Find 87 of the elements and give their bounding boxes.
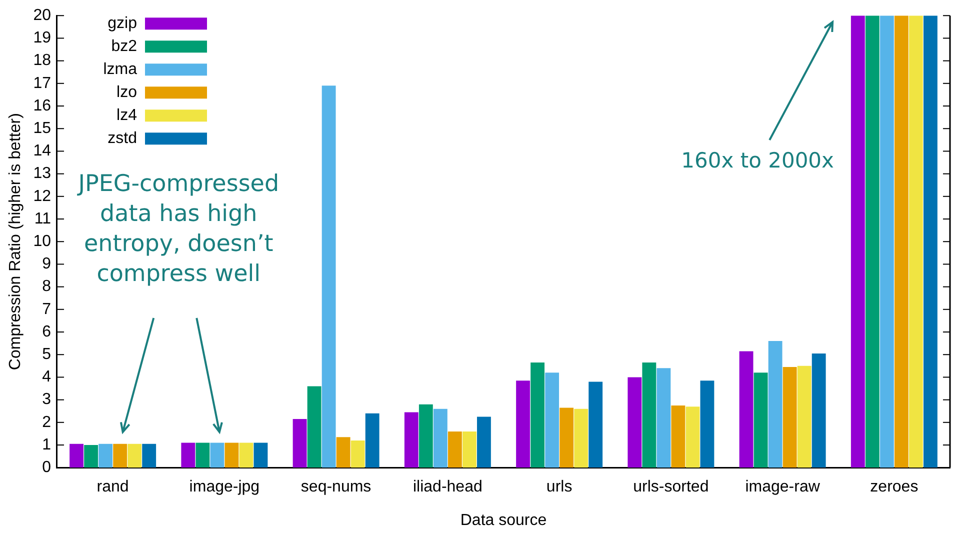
x-tick-label: iliad-head: [412, 478, 482, 496]
y-tick-label: 1: [42, 436, 52, 454]
y-tick-label: 16: [33, 97, 52, 114]
bar: [336, 437, 350, 468]
x-tick-label: zeroes: [870, 478, 918, 496]
bar: [560, 408, 574, 468]
bar: [433, 408, 448, 468]
bar: [545, 372, 560, 468]
bar: [924, 16, 938, 468]
bar: [700, 380, 714, 468]
bar: [850, 16, 865, 468]
bar: [196, 442, 210, 468]
bar: [142, 444, 156, 468]
bar: [894, 16, 908, 468]
bar: [418, 404, 433, 468]
y-tick-label: 20: [33, 7, 52, 24]
bar: [404, 412, 418, 468]
x-tick-label: urls-sorted: [633, 478, 709, 496]
x-tick-label: image-jpg: [189, 478, 260, 496]
y-tick-label: 18: [33, 52, 52, 70]
y-tick-label: 7: [42, 300, 52, 318]
bar: [588, 382, 603, 468]
y-tick-label: 3: [42, 391, 52, 408]
bar: [812, 353, 826, 468]
y-tick-label: 2: [42, 414, 52, 431]
bar: [239, 442, 254, 468]
bar: [671, 405, 686, 468]
bar: [462, 431, 476, 468]
x-tick-label: image-raw: [745, 478, 820, 496]
bar: [530, 362, 545, 468]
bar: [224, 442, 239, 468]
bar: [350, 440, 365, 468]
x-tick-label: urls: [546, 478, 572, 496]
y-tick-label: 5: [42, 346, 52, 364]
bar: [210, 442, 224, 468]
bar: [322, 86, 336, 468]
y-tick-label: 13: [33, 165, 52, 182]
legend-label: gzip: [108, 15, 138, 32]
bar: [84, 445, 98, 468]
bar: [880, 16, 894, 468]
legend-label: lz4: [116, 107, 138, 124]
y-tick-label: 8: [42, 278, 52, 296]
bar: [448, 431, 462, 468]
bar: [574, 408, 588, 468]
y-tick-label: 17: [33, 74, 52, 92]
legend-label: zstd: [108, 130, 137, 148]
y-tick-label: 9: [42, 256, 52, 273]
bar: [307, 386, 322, 468]
bar: [181, 442, 196, 468]
bar: [292, 419, 307, 468]
x-tick-label: rand: [96, 478, 129, 496]
x-axis-title: Data source: [460, 512, 547, 529]
bar: [865, 16, 880, 468]
y-tick-label: 4: [42, 368, 52, 386]
bar: [782, 367, 797, 468]
y-tick-label: 12: [33, 188, 52, 205]
bar: [70, 444, 84, 468]
bar: [254, 442, 268, 468]
y-tick-label: 10: [33, 233, 52, 250]
y-tick-label: 15: [33, 120, 52, 138]
y-tick-label: 11: [34, 210, 52, 228]
bar: [656, 368, 671, 468]
bar: [128, 444, 142, 468]
legend-label: lzma: [103, 61, 138, 78]
bar: [365, 413, 380, 468]
y-axis-title: Compression Ratio (higher is better): [7, 113, 24, 370]
bar: [98, 444, 113, 468]
bar: [642, 362, 656, 468]
bar: [797, 366, 812, 468]
legend-label: lzo: [116, 84, 138, 102]
bar: [768, 341, 782, 468]
y-tick-label: 0: [42, 459, 52, 476]
annotation: JPEG-compressed data has high entropy, doesn’t compress well: [76, 170, 280, 287]
bar: [628, 377, 642, 468]
bar: [686, 406, 700, 468]
bar: [113, 444, 128, 468]
x-tick-label: seq-nums: [300, 478, 372, 496]
legend-label: bz2: [111, 38, 138, 56]
bar: [477, 416, 491, 468]
bar: [516, 380, 530, 468]
y-tick-label: 14: [33, 142, 52, 160]
bar: [754, 372, 768, 468]
y-tick-label: 19: [33, 30, 52, 47]
bar: [908, 16, 923, 468]
y-tick-label: 6: [42, 323, 52, 340]
annotation: 160x to 2000x: [681, 148, 834, 172]
bar: [739, 351, 754, 468]
